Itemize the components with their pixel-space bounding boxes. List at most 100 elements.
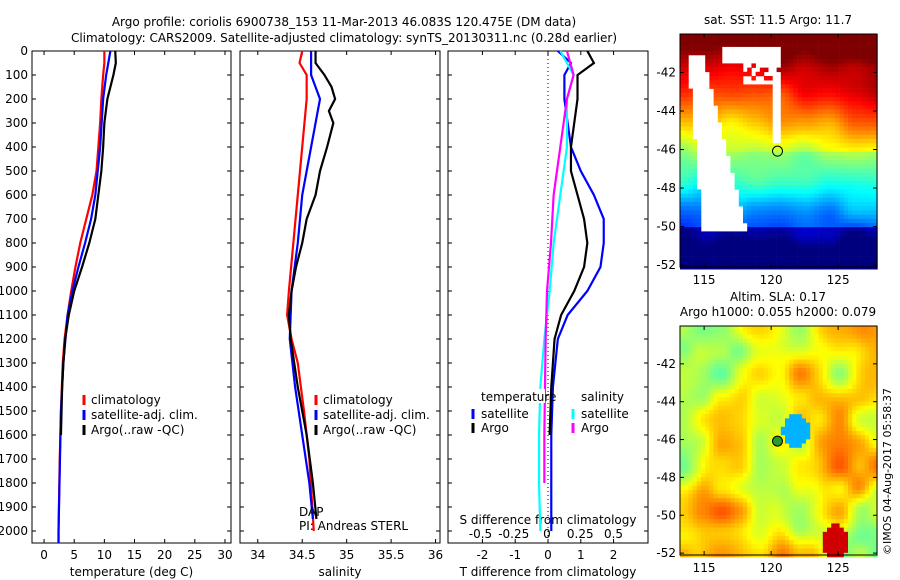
map-cell: [709, 435, 714, 440]
map-cell: [818, 218, 824, 224]
map-cell: [797, 38, 803, 43]
map-cell: [814, 118, 819, 123]
map-cell: [860, 544, 866, 549]
map-cell: [730, 536, 735, 541]
map-cell: [768, 189, 773, 194]
map-cell: [726, 548, 731, 554]
map-cell: [864, 231, 870, 236]
map-cell: [751, 431, 756, 436]
map-cell: [747, 519, 752, 524]
map-cell: [860, 351, 866, 356]
map-cell: [852, 42, 857, 47]
map-cell: [810, 160, 815, 165]
map-cell: [852, 473, 857, 478]
sla-map: [680, 326, 878, 558]
map-cell: [680, 126, 685, 131]
map-cell: [768, 527, 773, 533]
map-cell: [831, 248, 836, 253]
map-cell: [692, 197, 698, 203]
map-cell: [726, 151, 731, 157]
map-cell: [801, 372, 807, 377]
map-cell: [722, 351, 727, 356]
map-cell: [780, 376, 786, 381]
map-cell: [696, 473, 702, 478]
map-cell: [793, 414, 798, 419]
map-cell: [818, 460, 824, 465]
map-cell: [814, 347, 819, 352]
map-cell: [680, 143, 685, 148]
map-cell: [793, 464, 798, 470]
map-cell: [856, 363, 861, 369]
map-cell: [831, 193, 836, 199]
map-cell: [772, 355, 777, 360]
map-cell: [705, 515, 710, 520]
map-cell: [814, 393, 819, 398]
y-tick-label: 1400: [0, 380, 28, 394]
map-cell: [810, 435, 815, 440]
map-cell: [722, 105, 727, 110]
map-cell: [827, 218, 832, 224]
map-cell: [696, 443, 702, 449]
map-cell: [818, 260, 824, 266]
map-cell: [776, 414, 782, 419]
map-cell: [743, 443, 748, 449]
map-cell: [835, 223, 840, 228]
map-cell: [713, 50, 719, 56]
map-cell: [759, 347, 765, 352]
map-cell: [772, 443, 777, 449]
map-cell: [789, 443, 794, 449]
map-cell: [759, 252, 765, 257]
map-cell: [755, 172, 761, 178]
map-cell: [734, 38, 740, 43]
map-cell: [688, 515, 693, 520]
map-cell: [856, 239, 861, 245]
map-cell: [734, 506, 740, 512]
map-cell: [743, 168, 748, 173]
map-cell: [789, 84, 794, 89]
map-cell: [814, 260, 819, 266]
map-cell: [705, 426, 710, 432]
map-cell: [864, 510, 870, 516]
map-cell: [848, 410, 853, 415]
map-cell: [869, 477, 874, 482]
map-cell: [772, 42, 777, 47]
map-cell: [738, 97, 744, 102]
map-cell: [869, 326, 874, 331]
map-cell: [818, 84, 824, 89]
map-cell: [713, 38, 719, 43]
map-cell: [839, 76, 845, 81]
map-cell: [688, 418, 693, 423]
map-cell: [688, 214, 693, 220]
map-cell: [864, 122, 870, 127]
map-cell: [680, 113, 685, 119]
map-cell: [843, 523, 849, 528]
map-cell: [780, 59, 786, 64]
map-cell: [776, 473, 782, 478]
map-cell: [692, 176, 698, 182]
map-cell: [801, 502, 807, 507]
map-cell: [780, 151, 786, 157]
map-cell: [856, 422, 861, 428]
map-cell: [810, 426, 815, 432]
map-cell: [856, 515, 861, 520]
map-cell: [768, 351, 773, 356]
map-cell: [759, 38, 765, 43]
map-cell: [873, 410, 878, 415]
map-cell: [747, 97, 752, 102]
map-cell: [797, 197, 803, 203]
map-cell: [688, 359, 693, 365]
map-cell: [818, 181, 824, 186]
map-cell: [747, 426, 752, 432]
map-cell: [835, 218, 840, 224]
map-cell: [755, 401, 761, 407]
map-cell: [814, 359, 819, 365]
map-cell: [831, 185, 836, 190]
map-cell: [814, 330, 819, 335]
map-cell: [726, 473, 731, 478]
map-cell: [818, 540, 824, 545]
map-cell: [814, 88, 819, 94]
map-cell: [789, 63, 794, 68]
map-cell: [848, 498, 853, 503]
map-cell: [780, 105, 786, 110]
map-cell: [755, 244, 761, 249]
